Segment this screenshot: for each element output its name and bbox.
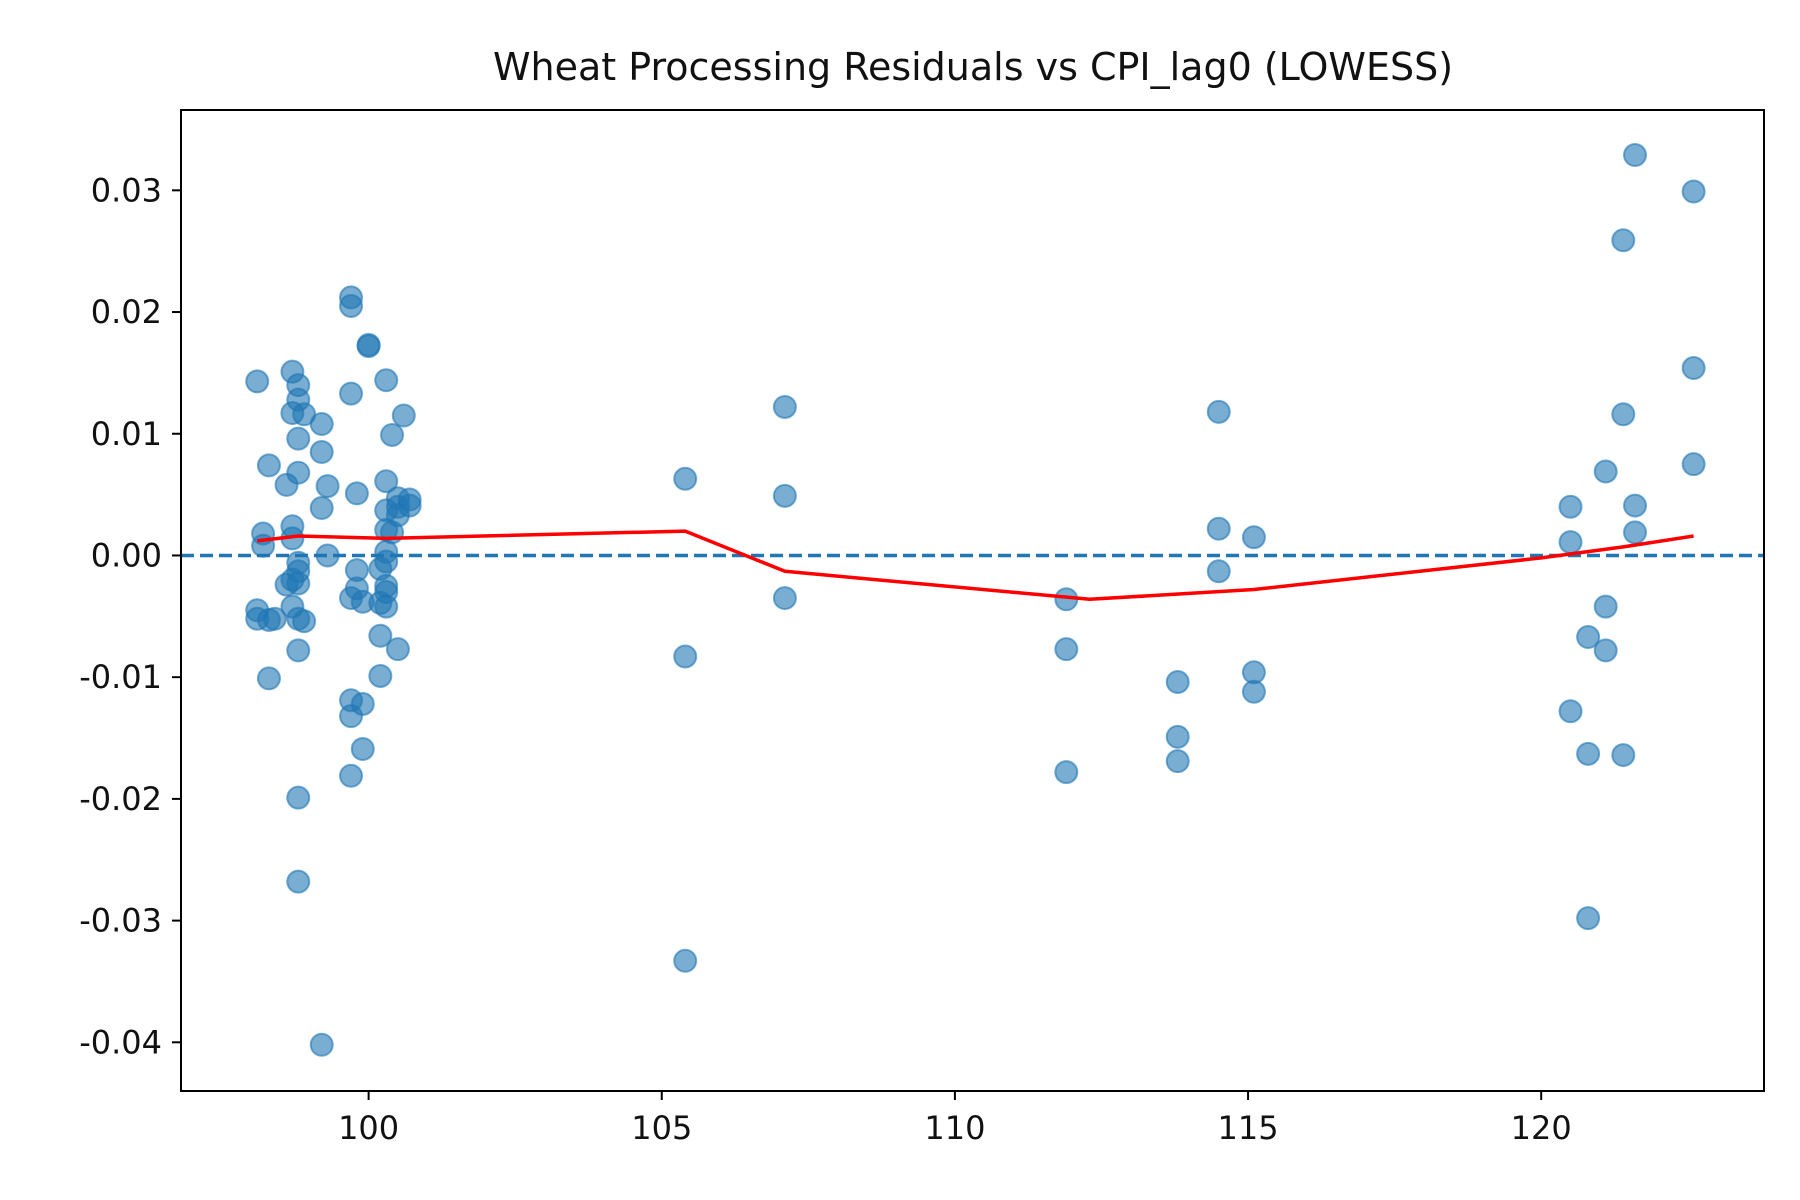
scatter-point	[1241, 679, 1266, 704]
scatter-point	[1206, 559, 1231, 584]
y-tick-label: 0.03	[91, 171, 162, 209]
y-tick-label: -0.04	[79, 1023, 162, 1061]
scatter-point	[772, 483, 797, 508]
scatter-point	[256, 453, 281, 478]
y-tick-label: -0.03	[79, 902, 162, 940]
scatter-point	[286, 426, 311, 451]
scatter-point	[339, 763, 364, 788]
scatter-point	[309, 495, 334, 520]
scatter-point	[391, 403, 416, 428]
scatter-point	[380, 422, 405, 447]
x-tick-label: 110	[924, 1109, 985, 1147]
scatter-point	[385, 637, 410, 662]
scatter-point	[292, 609, 317, 634]
lowess-curve-layer	[256, 529, 1694, 602]
scatter-point	[339, 293, 364, 318]
scatter-point	[309, 412, 334, 437]
plot-frame	[180, 109, 1765, 1092]
scatter-point	[1054, 760, 1079, 785]
scatter-point	[1611, 402, 1636, 427]
scatter-point	[368, 663, 393, 688]
scatter-point	[339, 381, 364, 406]
scatter-point	[262, 606, 287, 631]
scatter-point	[368, 623, 393, 648]
scatter-point	[1623, 493, 1648, 518]
scatter-point	[1576, 906, 1601, 931]
scatter-point	[286, 571, 311, 596]
y-tick-label: 0.02	[91, 293, 162, 331]
scatter-point	[1681, 356, 1706, 381]
scatter-point	[1558, 494, 1583, 519]
scatter-point	[286, 460, 311, 485]
y-ticks: 0.03 0.02 0.01 0.00 -0.01 -0.02 -0.03 -0.04	[79, 171, 181, 1061]
scatter-point	[1165, 724, 1190, 749]
scatter-point	[1593, 594, 1618, 619]
y-tick-label: -0.02	[79, 780, 162, 818]
scatter-points	[245, 143, 1706, 1057]
y-tick-label: 0.01	[91, 415, 162, 453]
scatter-point	[315, 474, 340, 499]
scatter-point	[1593, 638, 1618, 663]
scatter-point	[344, 481, 369, 506]
scatter-point	[350, 736, 375, 761]
scatter-point	[1206, 516, 1231, 541]
scatter-point	[286, 785, 311, 810]
scatter-point	[374, 469, 399, 494]
scatter-point	[1681, 179, 1706, 204]
x-tick-label: 120	[1511, 1109, 1572, 1147]
scatter-point	[315, 543, 340, 568]
chart-title: Wheat Processing Residuals vs CPI_lag0 (…	[493, 45, 1453, 89]
scatter-point	[1558, 530, 1583, 555]
scatter-point	[1623, 143, 1648, 168]
x-tick-label: 100	[338, 1109, 399, 1147]
scatter-point	[1165, 749, 1190, 774]
scatter-point	[673, 948, 698, 973]
scatter-point	[673, 644, 698, 669]
scatter-point	[1241, 525, 1266, 550]
scatter-point	[1681, 452, 1706, 477]
lowess-line	[256, 529, 1694, 602]
scatter-point	[1165, 670, 1190, 695]
scatter-point	[673, 466, 698, 491]
scatter-point	[339, 704, 364, 729]
scatter-point	[356, 334, 381, 359]
scatter-point	[1206, 399, 1231, 424]
scatter-point	[1576, 741, 1601, 766]
scatter-point	[309, 1032, 334, 1057]
scatter-point	[374, 368, 399, 393]
scatter-point	[772, 586, 797, 611]
scatter-point	[1558, 699, 1583, 724]
x-tick-label: 105	[631, 1109, 692, 1147]
scatter-point	[1611, 743, 1636, 768]
scatter-point	[1576, 625, 1601, 650]
scatter-point	[1593, 459, 1618, 484]
scatter-point	[309, 440, 334, 465]
scatter-point	[245, 369, 270, 394]
scatter-point	[772, 394, 797, 419]
x-tick-label: 115	[1218, 1109, 1279, 1147]
scatter-point	[1623, 520, 1648, 545]
scatter-point	[286, 638, 311, 663]
scatter-point	[256, 666, 281, 691]
scatter-point	[286, 869, 311, 894]
x-ticks: 100 105 110 115 120	[338, 1091, 1572, 1147]
y-tick-label: -0.01	[79, 658, 162, 696]
scatter-point	[1611, 228, 1636, 253]
scatter-point	[1054, 637, 1079, 662]
axes	[180, 109, 1765, 1092]
scatter-point	[374, 594, 399, 619]
y-tick-label: 0.00	[91, 536, 162, 574]
